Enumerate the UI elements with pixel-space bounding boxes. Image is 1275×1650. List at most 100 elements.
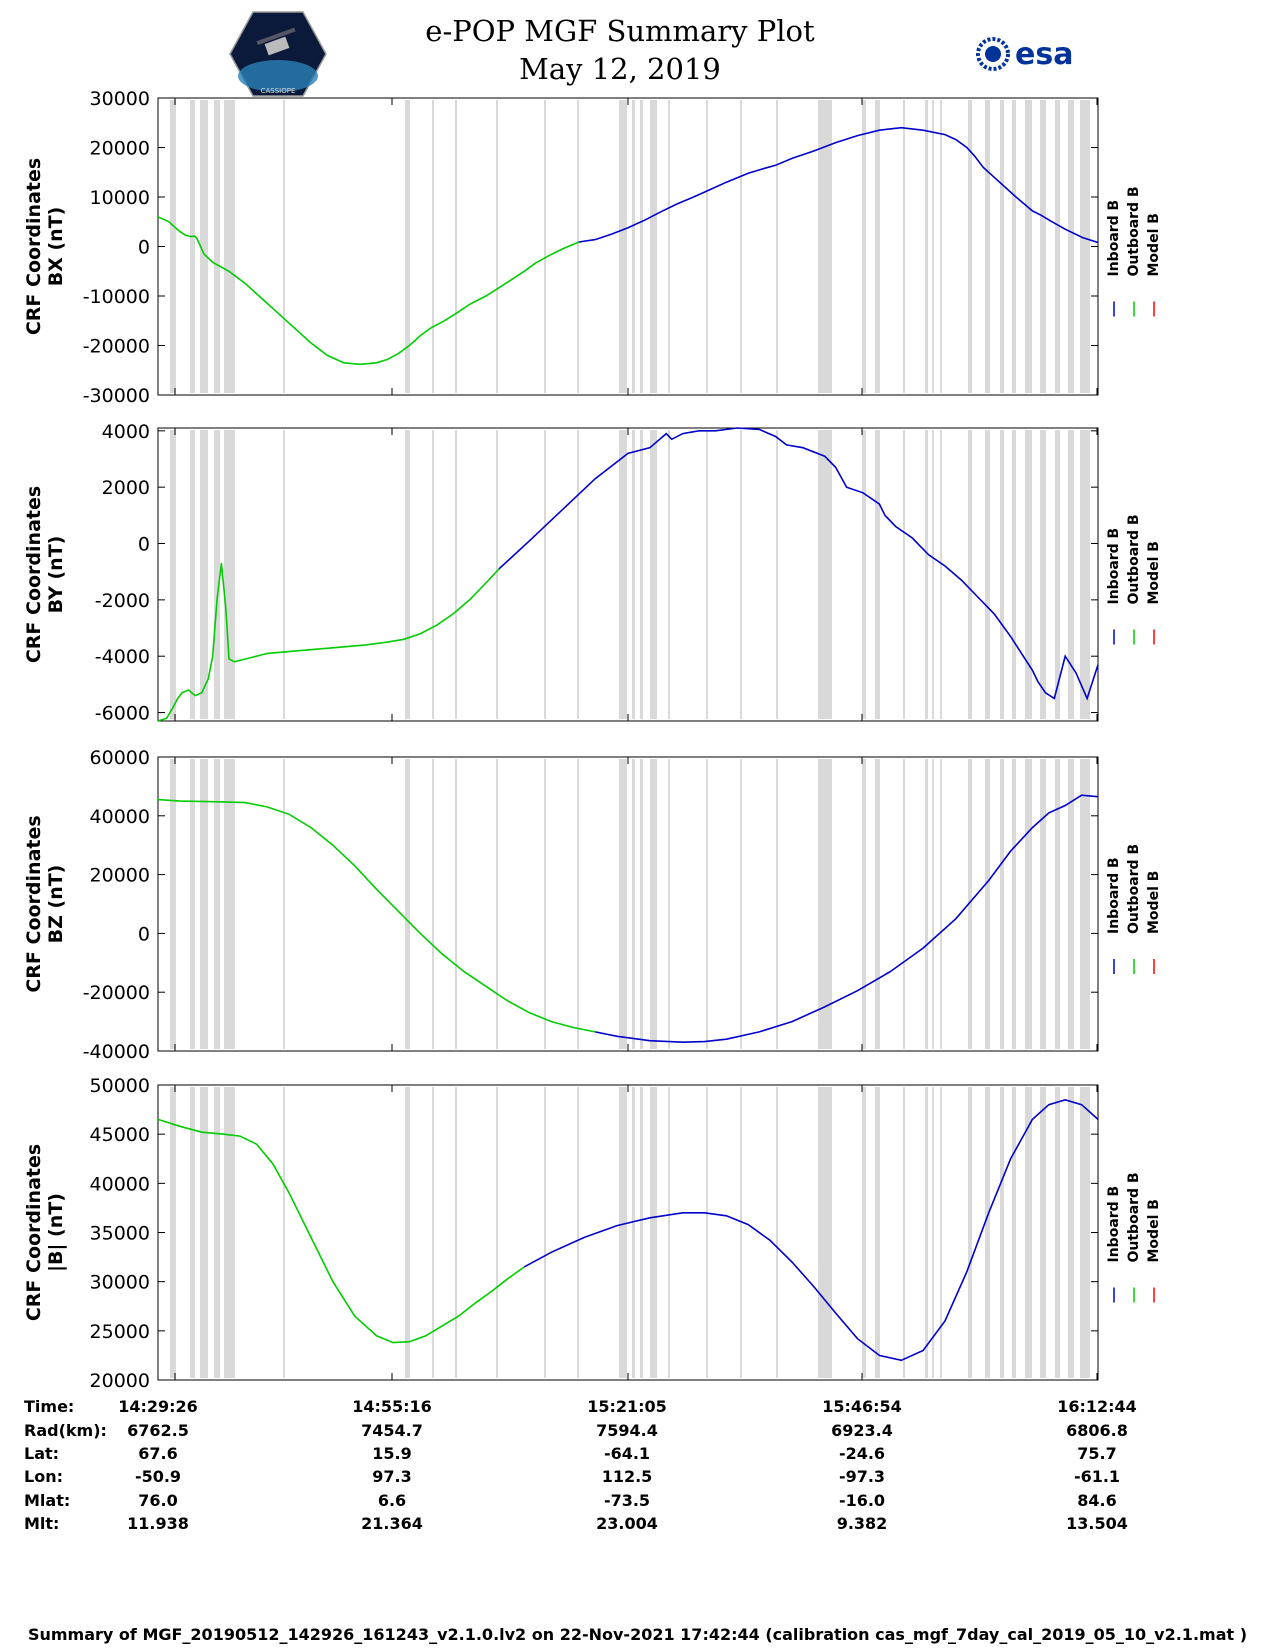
legend-label: Inboard B	[1106, 1186, 1122, 1263]
esa-logo-text: esa	[1015, 37, 1073, 72]
y-tick-label: -20000	[83, 336, 150, 358]
info-row-value: -64.1	[603, 1444, 651, 1463]
flag-band	[619, 1087, 627, 1378]
info-row-value: 16:12:44	[1057, 1397, 1137, 1416]
flag-band	[903, 100, 905, 393]
title-line-1: e-POP MGF Summary Plot	[425, 14, 815, 48]
cassiope-logo-text: CASSIOPE	[261, 87, 296, 95]
info-row-value: 6762.5	[127, 1421, 189, 1440]
y-tick-label: 30000	[90, 1272, 150, 1294]
flag-band	[875, 430, 880, 719]
flag-band	[1055, 430, 1060, 719]
y-tick-label: 20000	[90, 865, 150, 887]
legend-label: Model B	[1146, 541, 1162, 604]
flag-band	[932, 759, 934, 1049]
axes-frame	[157, 1084, 1099, 1381]
info-row-label: Lon:	[24, 1467, 63, 1486]
flag-band	[214, 759, 220, 1049]
flag-band	[283, 100, 285, 393]
axes-frame	[157, 756, 1099, 1052]
flag-band	[200, 100, 208, 393]
flag-band	[405, 759, 410, 1049]
y-tick-label: 0	[138, 534, 150, 556]
flag-band	[875, 1087, 880, 1378]
flag-band	[862, 100, 866, 393]
flag-band	[496, 759, 498, 1049]
cassiope-logo: CASSIOPE	[229, 11, 327, 97]
flag-band	[1068, 1087, 1074, 1378]
flag-band	[170, 759, 176, 1049]
y-tick-label: 40000	[90, 806, 150, 828]
flag-band	[706, 1087, 708, 1378]
info-row-value: 112.5	[601, 1467, 653, 1486]
y-tick-label: 0	[138, 923, 150, 945]
flag-band	[1055, 100, 1060, 393]
info-row-value: 6923.4	[831, 1421, 893, 1440]
flag-band	[668, 100, 670, 393]
plot-title: e-POP MGF Summary Plot May 12, 2019	[400, 12, 840, 88]
flag-band	[283, 1087, 285, 1378]
flag-band	[740, 100, 742, 393]
flag-band	[170, 430, 176, 719]
info-row-value: 75.7	[1077, 1444, 1117, 1463]
flag-band	[932, 430, 934, 719]
series-line-outboard-b	[157, 1118, 525, 1344]
flag-band	[668, 430, 670, 719]
flag-band	[968, 430, 972, 719]
flag-band	[985, 430, 990, 719]
y-axis-label-line-2: BX (nT)	[45, 207, 67, 287]
series-line-outboard-b	[157, 216, 580, 366]
info-row-value: 97.3	[372, 1467, 412, 1486]
flag-band	[190, 1087, 195, 1378]
flag-band	[1040, 100, 1046, 393]
flag-band	[190, 759, 195, 1049]
flag-band	[1068, 100, 1074, 393]
flag-band	[496, 430, 498, 719]
flag-band	[706, 430, 708, 719]
flag-band	[577, 1087, 579, 1378]
flag-band	[170, 1087, 176, 1378]
y-tick-label: 10000	[90, 187, 150, 209]
flag-band	[940, 100, 942, 393]
flag-band	[632, 1087, 635, 1378]
flag-band	[1000, 759, 1004, 1049]
flag-band	[544, 1087, 546, 1378]
info-row-value: -50.9	[134, 1467, 182, 1486]
chart-panel-2: 4000 2000 0 -2000 -4000 -6000 CRF CoordinatesB…	[23, 421, 1162, 725]
flag-band	[432, 759, 434, 1049]
y-tick-label: 2000	[102, 477, 150, 499]
flag-band	[1080, 1087, 1090, 1378]
info-row-value: 67.6	[138, 1444, 178, 1463]
info-row-value: 76.0	[138, 1491, 178, 1510]
flag-band	[1025, 1087, 1032, 1378]
flag-band	[925, 100, 928, 393]
series-line-inboard-b	[498, 427, 1099, 701]
flag-band	[740, 430, 742, 719]
flag-band	[190, 430, 195, 719]
flag-band	[1012, 430, 1016, 719]
y-axis-label-line-2: BY (nT)	[45, 536, 67, 614]
info-row-label: Mlat:	[24, 1491, 71, 1510]
info-row-value: 14:55:16	[352, 1397, 432, 1416]
flag-band	[619, 100, 627, 393]
flag-band	[405, 1087, 410, 1378]
flag-band	[968, 100, 972, 393]
flag-band	[496, 1087, 498, 1378]
y-tick-label: 4000	[102, 421, 150, 443]
flag-band	[496, 100, 498, 393]
flag-band	[968, 1087, 972, 1378]
legend-label: Outboard B	[1126, 844, 1142, 934]
flag-band	[214, 1087, 220, 1378]
flag-band	[776, 759, 778, 1049]
flag-band	[985, 100, 990, 393]
y-axis-label-line-1: CRF Coordinates	[23, 158, 45, 335]
flag-band	[224, 1087, 235, 1378]
legend-label: Model B	[1146, 871, 1162, 934]
flag-band	[619, 759, 627, 1049]
flag-band	[776, 430, 778, 719]
flag-band	[1040, 759, 1046, 1049]
series-line-outboard-b	[157, 798, 596, 1033]
flag-band	[818, 100, 832, 393]
y-tick-label: 50000	[90, 1075, 150, 1097]
